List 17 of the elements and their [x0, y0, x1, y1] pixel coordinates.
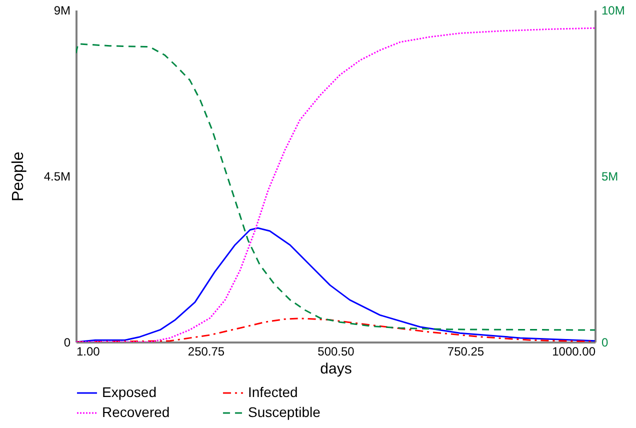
- y-tick-label: 4.5M: [44, 170, 70, 184]
- x-tick-label: 500.50: [318, 344, 355, 358]
- legend-label: Exposed: [102, 384, 156, 400]
- y2-tick-label: 0: [602, 336, 608, 350]
- y2-tick-label: 5M: [602, 170, 618, 184]
- x-tick-label: 750.25: [447, 344, 484, 358]
- y-axis-title: People: [10, 151, 27, 202]
- y2-tick-label: 10M: [602, 4, 625, 18]
- y-tick-label: 0: [64, 336, 71, 350]
- x-tick-label: 250.75: [188, 344, 225, 358]
- legend-label: Susceptible: [248, 404, 321, 420]
- legend-label: Recovered: [102, 404, 170, 420]
- x-tick-label: 1.00: [76, 344, 100, 358]
- legend-label: Infected: [248, 384, 298, 400]
- x-axis-title: days: [320, 360, 352, 378]
- y-tick-label: 9M: [54, 4, 70, 18]
- x-tick-label: 1000.00: [552, 344, 596, 358]
